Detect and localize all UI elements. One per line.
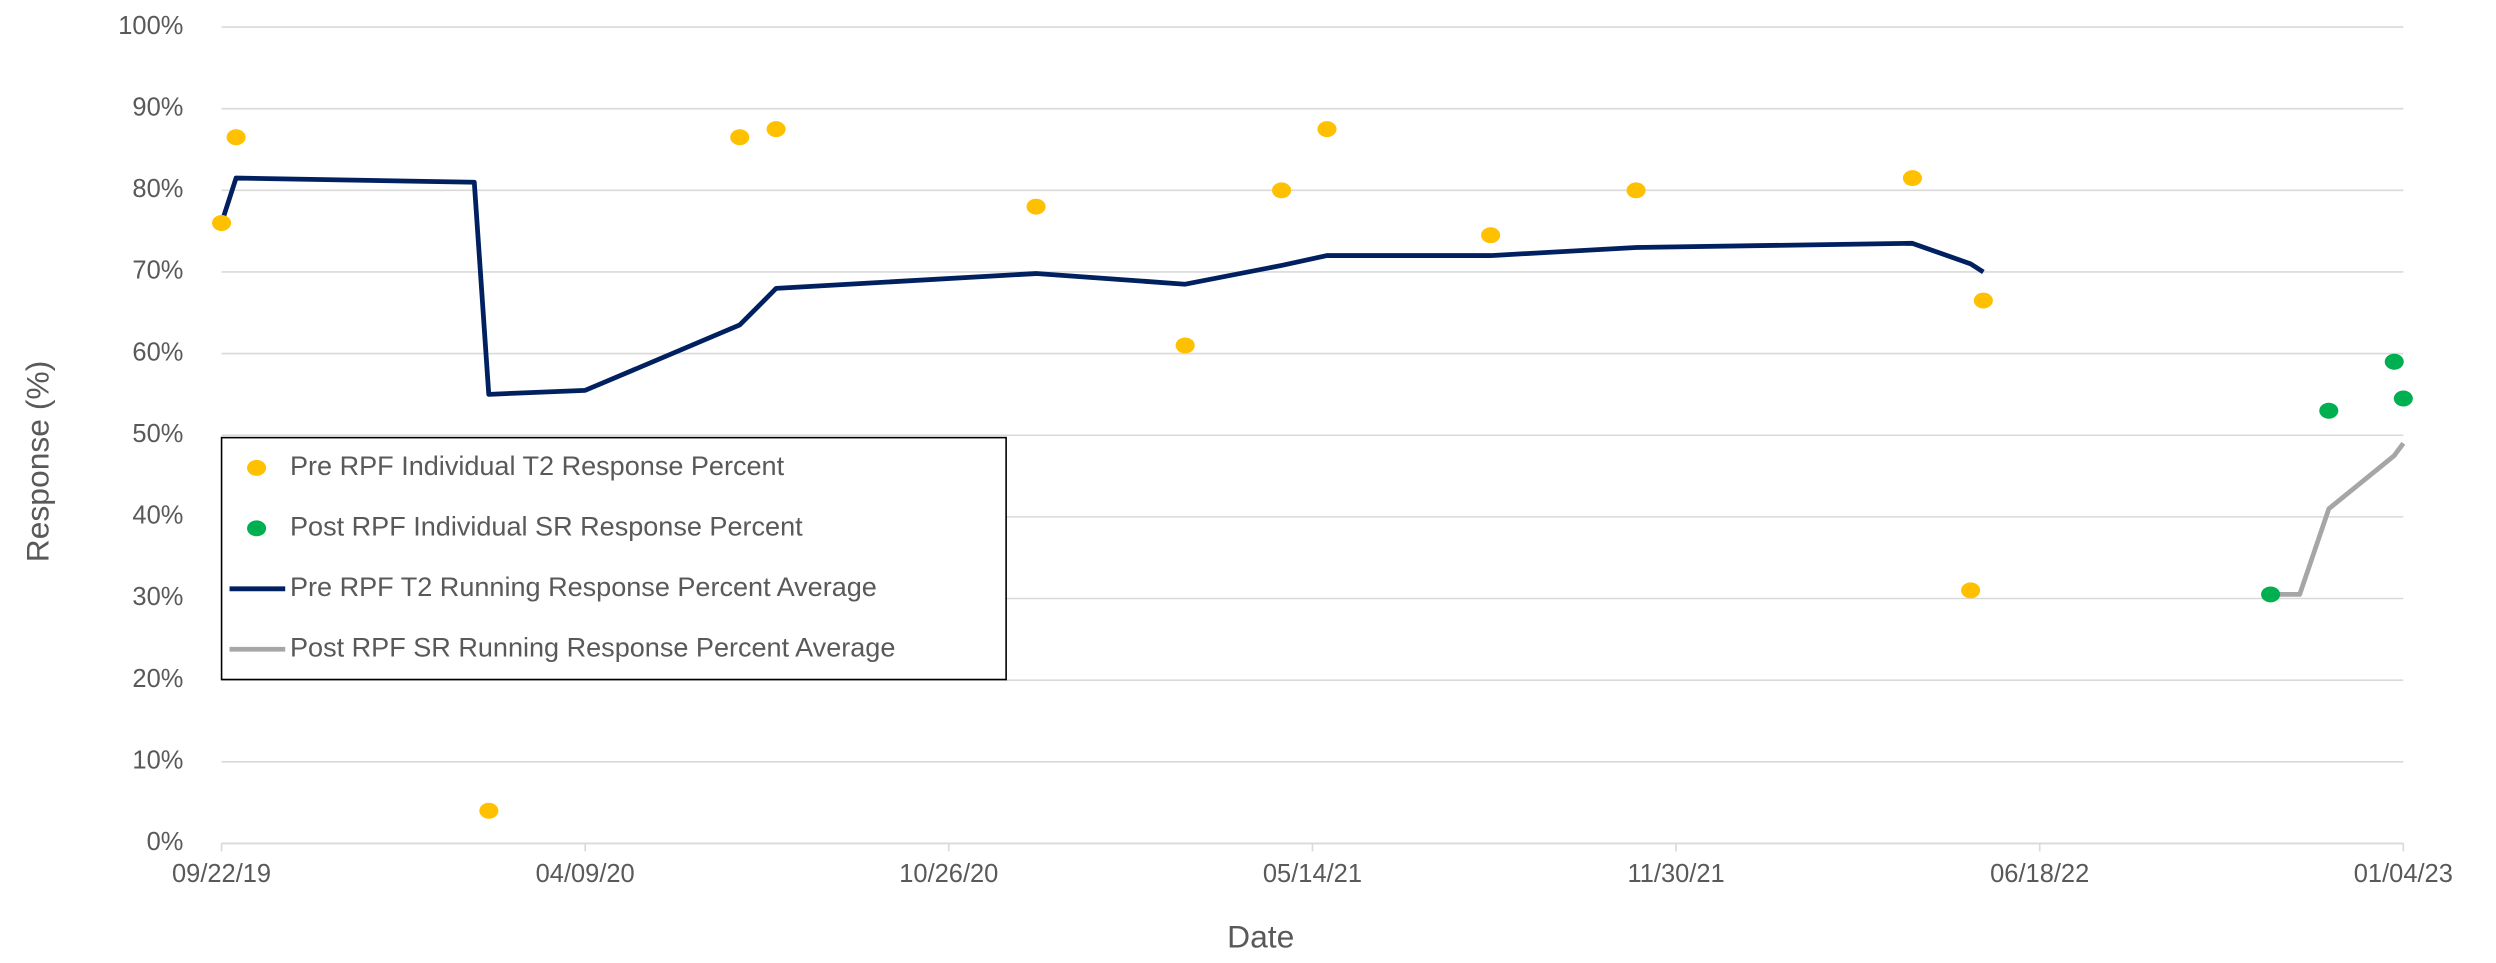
x-tick-label: 10/26/20 [899, 860, 998, 888]
y-tick-label: 20% [132, 665, 183, 693]
legend-label: Pre RPF Individual T2 Response Percent [290, 451, 785, 481]
point [1271, 182, 1292, 199]
point [2319, 402, 2339, 419]
legend-swatch [247, 520, 267, 537]
x-tick-label: 11/30/21 [1627, 860, 1724, 888]
point [212, 215, 232, 231]
point [1026, 198, 1046, 215]
point [1481, 227, 1501, 244]
y-tick-label: 50% [132, 420, 183, 448]
y-tick-label: 10% [132, 747, 183, 775]
legend-label: Pre RPF T2 Running Response Percent Aver… [290, 572, 877, 602]
point [2384, 353, 2404, 370]
x-tick-label: 01/04/23 [2354, 860, 2453, 888]
point [1961, 582, 1981, 599]
y-tick-label: 30% [132, 583, 183, 611]
point [1902, 170, 1922, 187]
point [1317, 121, 1337, 138]
point [226, 129, 246, 146]
y-tick-label: 40% [132, 502, 183, 530]
y-tick-label: 60% [132, 338, 183, 366]
legend-box [220, 436, 1007, 681]
legend-swatch [247, 459, 267, 476]
point [2393, 390, 2413, 407]
x-tick-label: 09/22/19 [172, 860, 271, 888]
point [730, 129, 750, 146]
point [2261, 586, 2281, 603]
y-axis-label: Response (%) [20, 361, 56, 563]
point [1175, 337, 1195, 354]
y-tick-label: 100% [118, 12, 183, 40]
y-tick-label: 70% [132, 257, 183, 285]
line [219, 175, 1985, 397]
point [1973, 292, 1993, 309]
point [1626, 182, 1646, 199]
point [479, 802, 499, 819]
x-tick-label: 05/14/21 [1263, 860, 1362, 888]
x-tick-label: 06/18/22 [1990, 860, 2089, 888]
point [766, 121, 786, 138]
x-axis-label: Date [1227, 918, 1294, 954]
legend: Pre RPF Individual T2 Response Percent Po… [220, 436, 1007, 681]
legend-label: Post RPF SR Running Response Percent Ave… [290, 632, 895, 662]
y-tick-label: 0% [147, 828, 184, 856]
y-tick-label: 80% [132, 175, 183, 203]
legend-label: Post RPF Individual SR Response Percent [290, 511, 803, 541]
x-tick-label: 04/09/20 [536, 860, 635, 888]
y-tick-label: 90% [132, 93, 183, 121]
line [2270, 441, 2406, 597]
